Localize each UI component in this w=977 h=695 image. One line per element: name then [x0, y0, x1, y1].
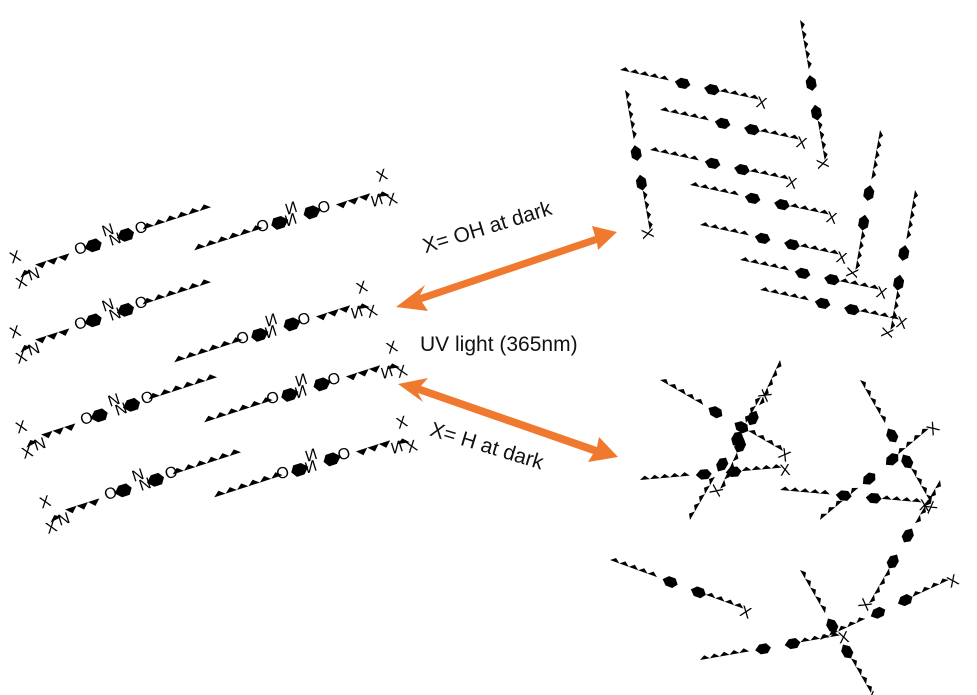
lamellar-assembly: [5, 165, 420, 538]
top-double-arrow: [396, 226, 617, 311]
uv-light-label: UV light (365nm): [420, 333, 578, 356]
zigzag-aggregate: [613, 19, 920, 340]
star-aggregate: [605, 354, 962, 695]
bottom-double-arrow: [398, 378, 618, 462]
